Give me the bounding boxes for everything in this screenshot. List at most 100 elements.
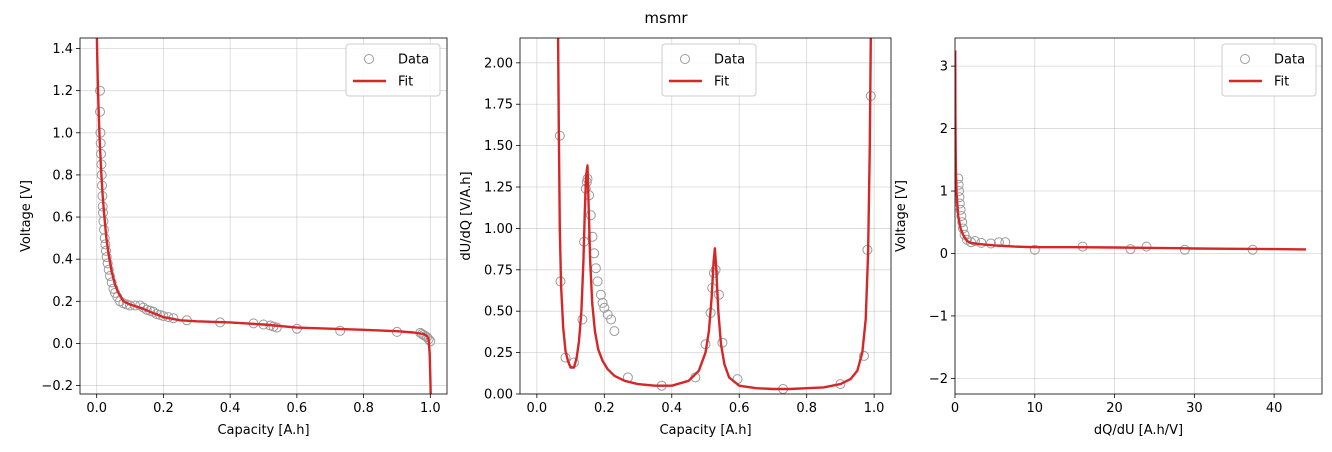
x-tick-label: 0.0 <box>527 401 548 416</box>
data-point <box>425 336 436 347</box>
y-tick-label: 0.75 <box>484 263 513 278</box>
data-point <box>577 314 588 325</box>
data-point <box>955 186 964 196</box>
data-point <box>335 325 346 336</box>
y-tick-label: 0.00 <box>484 388 513 403</box>
data-point <box>957 217 968 228</box>
figure-suptitle: msmr <box>644 9 688 27</box>
y-tick-label: 1.50 <box>484 139 513 154</box>
fit-line <box>955 50 1307 251</box>
y-tick-label: 0 <box>940 247 948 262</box>
data-point <box>969 236 980 246</box>
x-axis-label: Capacity [A.h] <box>659 423 751 438</box>
chart-panel-1: 0.0 0.2 0.4 0.6 0.8 1.0 −0.2 0.0 0.2 0.4 0.6 0.8 1.0… <box>19 37 448 438</box>
x-tick-label: 1.0 <box>864 401 885 416</box>
chart-panel-3: 0 10 20 30 40 −2 −1 0 1 2 3 dQ/dU [A.h/V] Voltage [V… <box>894 37 1323 438</box>
data-point <box>420 331 431 342</box>
x-tick-label: 0.6 <box>729 401 750 416</box>
y-tick-label: 2.00 <box>484 56 513 71</box>
data-point <box>955 173 964 184</box>
y-axis-label: Voltage [V] <box>19 180 34 252</box>
x-tick-label: 30 <box>1186 401 1203 416</box>
plot-area <box>554 38 876 394</box>
axes-frame <box>79 37 448 395</box>
y-tick-label: 1.2 <box>52 84 73 99</box>
data-point <box>103 264 114 275</box>
data-point <box>590 263 601 274</box>
plot-area <box>95 38 436 394</box>
data-point <box>101 245 111 256</box>
y-tick-label: 1.0 <box>52 126 73 141</box>
x-tick-label: 40 <box>1266 401 1283 416</box>
x-tick-label: 0.2 <box>594 401 615 416</box>
legend: Data Fit <box>661 43 757 97</box>
fit-line <box>556 38 872 391</box>
legend-label-data: Data <box>1274 53 1305 68</box>
axes-frame <box>954 37 1323 395</box>
x-tick-label: 0.2 <box>153 401 174 416</box>
y-axis-label: dU/dQ [V/A.h] <box>459 171 474 260</box>
y-tick-label: −2 <box>929 372 948 387</box>
y-tick-label: 0.25 <box>484 346 513 361</box>
legend-data-marker <box>1240 54 1250 64</box>
plot-area <box>955 50 1307 255</box>
chart-panel-2: 0.0 0.2 0.4 0.6 0.8 1.0 0.00 0.25 0.50 0.75 1.00 1.… <box>459 37 892 438</box>
axes-frame <box>519 37 892 395</box>
data-point <box>587 231 598 242</box>
y-tick-label: 1.75 <box>484 98 513 113</box>
legend-frame <box>661 43 757 97</box>
y-tick-label: −1 <box>929 309 948 324</box>
data-point <box>597 297 608 308</box>
x-tick-label: 0.8 <box>353 401 374 416</box>
y-tick-label: 3 <box>940 60 948 75</box>
legend: Data Fit <box>345 43 441 97</box>
data-point <box>599 302 610 313</box>
y-tick-label: 1 <box>940 185 948 200</box>
y-tick-label: 2 <box>940 122 948 137</box>
data-point <box>609 326 620 337</box>
data-point <box>100 239 111 250</box>
data-point <box>714 289 724 300</box>
legend-label-data: Data <box>398 53 429 68</box>
legend-label-fit: Fit <box>1274 75 1289 90</box>
x-axis-label: dQ/dU [A.h/V] <box>1094 423 1183 438</box>
data-point <box>95 85 105 96</box>
data-point <box>602 309 613 320</box>
y-tick-label: 0.4 <box>52 253 73 268</box>
data-point <box>99 233 110 244</box>
y-tick-label: −0.2 <box>41 379 73 394</box>
y-tick-label: 1.00 <box>484 222 513 237</box>
x-tick-label: 0.4 <box>220 401 241 416</box>
y-tick-label: 0.2 <box>52 295 73 310</box>
x-tick-label: 0 <box>951 401 959 416</box>
legend: Data Fit <box>1221 43 1317 97</box>
data-point <box>956 211 967 221</box>
data-point <box>955 204 966 215</box>
legend-frame <box>1221 43 1317 97</box>
x-tick-label: 20 <box>1106 401 1123 416</box>
y-tick-label: 1.25 <box>484 181 513 196</box>
legend-label-fit: Fit <box>398 75 413 90</box>
data-point <box>592 276 603 287</box>
data-point <box>1029 244 1040 255</box>
data-point <box>966 237 976 248</box>
data-point <box>595 289 606 300</box>
x-tick-label: 0.4 <box>661 401 682 416</box>
data-point <box>106 277 117 288</box>
data-point <box>102 258 113 269</box>
y-tick-label: 1.4 <box>52 42 73 57</box>
data-point <box>606 314 617 325</box>
legend-label-data: Data <box>714 53 745 68</box>
data-point <box>1179 244 1190 255</box>
x-tick-label: 1.0 <box>420 401 441 416</box>
y-axis-label: Voltage [V] <box>894 180 909 252</box>
data-point <box>101 252 112 263</box>
data-point <box>585 210 596 221</box>
x-tick-label: 0.6 <box>287 401 308 416</box>
data-point <box>271 322 282 333</box>
y-tick-label: 0.6 <box>52 211 73 226</box>
data-point <box>955 179 964 190</box>
fit-line <box>95 38 432 394</box>
